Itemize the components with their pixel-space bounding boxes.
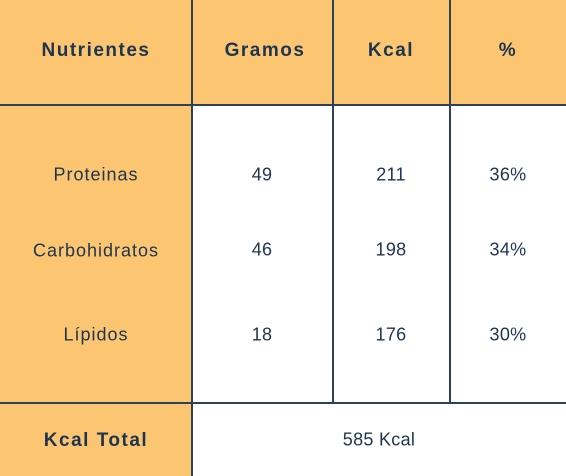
grid-line-v2 bbox=[332, 0, 334, 403]
grid-line-v3 bbox=[449, 0, 451, 403]
row-percent: 34% bbox=[489, 239, 527, 260]
row-kcal: 176 bbox=[375, 324, 407, 345]
row-name: Proteinas bbox=[53, 164, 139, 185]
footer-value: 585 Kcal bbox=[342, 429, 416, 450]
footer-label: Kcal Total bbox=[43, 430, 149, 451]
row-name: Carbohidratos bbox=[32, 240, 160, 261]
row-grams: 18 bbox=[251, 324, 273, 345]
body-bg bbox=[193, 105, 566, 403]
row-percent: 36% bbox=[489, 164, 527, 185]
grid-line-h2 bbox=[0, 402, 566, 404]
row-percent: 30% bbox=[489, 324, 527, 345]
header-row-bg bbox=[0, 0, 566, 105]
header-grams: Gramos bbox=[224, 40, 306, 61]
first-column-bg bbox=[0, 105, 192, 476]
row-kcal: 198 bbox=[375, 239, 407, 260]
header-kcal: Kcal bbox=[367, 40, 415, 61]
row-name: Lípidos bbox=[63, 324, 129, 345]
grid-line-h1 bbox=[0, 104, 566, 106]
footer-value-bg bbox=[193, 404, 566, 476]
header-percent: % bbox=[498, 40, 518, 61]
row-grams: 49 bbox=[251, 164, 273, 185]
row-kcal: 211 bbox=[376, 164, 406, 185]
row-grams: 46 bbox=[251, 239, 273, 260]
header-nutrients: Nutrientes bbox=[41, 40, 151, 61]
grid-line-v1 bbox=[191, 0, 193, 476]
